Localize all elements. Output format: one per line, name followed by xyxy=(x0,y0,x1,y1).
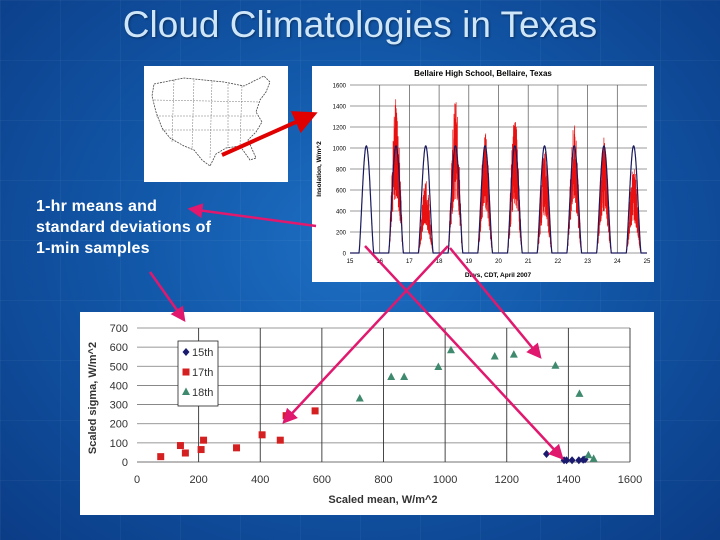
y-tick-label: 0 xyxy=(122,457,128,469)
point-15th xyxy=(575,456,583,465)
point-18th xyxy=(490,352,499,360)
x-tick-label: 200 xyxy=(189,474,207,486)
y-tick-label: 400 xyxy=(110,380,128,392)
point-17th xyxy=(176,442,184,450)
x-tick-label: 17 xyxy=(406,259,413,265)
y-tick-label: 0 xyxy=(343,252,347,258)
x-axis-label: Scaled mean, W/m^2 xyxy=(328,494,437,506)
measured-insolation-day-17 xyxy=(417,181,434,254)
legend-label: 18th xyxy=(192,387,213,399)
y-tick-label: 200 xyxy=(336,231,347,237)
x-tick-label: 1000 xyxy=(433,474,457,486)
y-tick-label: 200 xyxy=(110,419,128,431)
point-18th xyxy=(355,393,364,402)
state-lines xyxy=(153,79,261,159)
point-15th xyxy=(563,456,571,465)
point-18th xyxy=(589,454,598,462)
point-17th xyxy=(258,431,266,439)
point-17th xyxy=(282,412,290,420)
y-tick-label: 1200 xyxy=(333,126,347,132)
x-tick-label: 15 xyxy=(347,259,354,265)
measured-insolation-day-18 xyxy=(447,102,464,254)
x-tick-label: 400 xyxy=(251,474,269,486)
point-18th xyxy=(387,372,396,381)
x-tick-label: 1600 xyxy=(618,474,642,486)
slide-title: Cloud Climatologies in Texas xyxy=(122,4,598,45)
y-tick-label: 1000 xyxy=(333,147,347,153)
point-17th xyxy=(276,436,284,444)
point-17th xyxy=(200,436,208,444)
point-15th xyxy=(542,449,550,458)
y-tick-label: 100 xyxy=(110,438,128,450)
y-tick-label: 1400 xyxy=(333,105,347,111)
measured-insolation-day-23 xyxy=(596,137,612,254)
x-tick-label: 1200 xyxy=(495,474,519,486)
x-tick-label: 800 xyxy=(374,474,392,486)
y-tick-label: 300 xyxy=(110,400,128,412)
insolation-chart: Bellaire High School, Bellaire, Texas 0 20… xyxy=(312,66,654,282)
point-17th xyxy=(233,444,241,452)
point-18th xyxy=(575,389,584,397)
us-map-image xyxy=(144,66,288,182)
x-tick-label: 23 xyxy=(584,259,591,265)
caption-text: 1-hr means and standard deviations of 1-… xyxy=(36,196,256,259)
measured-insolation-day-22 xyxy=(566,125,582,254)
measured-insolation-day-20 xyxy=(507,121,523,254)
x-tick-label: 1400 xyxy=(556,474,580,486)
point-17th xyxy=(197,446,205,454)
caption-line: standard deviations of xyxy=(36,219,212,236)
us-outline xyxy=(151,75,271,167)
sigma-vs-mean-chart: 0 100 200 300 400 500 600 700 0 200 400 600 800 1000 1… xyxy=(80,312,654,515)
y-axis-label: Insolation, W/m^2 xyxy=(315,141,323,197)
x-tick-label: 0 xyxy=(134,474,140,486)
point-18th xyxy=(551,361,560,369)
y-tick-label: 1600 xyxy=(333,84,347,90)
x-tick-label: 22 xyxy=(555,259,562,265)
point-15th xyxy=(568,456,576,465)
caption-line: 1-min samples xyxy=(36,240,150,257)
measured-insolation-day-21 xyxy=(536,151,553,254)
x-axis-label: Days, CDT, April 2007 xyxy=(465,272,532,279)
x-tick-label: 18 xyxy=(436,259,443,265)
point-18th xyxy=(584,450,593,459)
point-17th xyxy=(157,453,165,461)
x-tick-label: 24 xyxy=(614,259,621,265)
legend-label: 17th xyxy=(192,367,213,379)
legend-marker-18th xyxy=(182,387,190,395)
point-17th xyxy=(181,449,189,457)
point-17th xyxy=(311,407,319,415)
point-18th xyxy=(509,350,518,358)
y-tick-label: 700 xyxy=(110,323,128,335)
y-axis-label: Scaled sigma, W/m^2 xyxy=(87,342,99,454)
y-tick-label: 600 xyxy=(110,342,128,354)
x-tick-label: 16 xyxy=(376,259,383,265)
legend-marker-17th xyxy=(182,368,190,376)
x-tick-label: 25 xyxy=(644,259,651,265)
point-15th xyxy=(581,455,589,464)
x-tick-label: 19 xyxy=(465,259,472,265)
x-tick-label: 20 xyxy=(495,259,502,265)
measured-insolation-day-16 xyxy=(388,99,404,254)
legend-label: 15th xyxy=(192,347,213,359)
point-18th xyxy=(400,372,409,381)
caption-line: 1-hr means and xyxy=(36,198,158,215)
y-tick-label: 500 xyxy=(110,361,128,373)
measured-insolation-day-19 xyxy=(477,133,493,254)
x-tick-label: 600 xyxy=(313,474,331,486)
chart-title: Bellaire High School, Bellaire, Texas xyxy=(414,69,552,78)
y-tick-label: 400 xyxy=(336,210,347,216)
y-tick-label: 600 xyxy=(336,189,347,195)
legend-marker-15th xyxy=(182,348,190,356)
y-tick-label: 800 xyxy=(336,168,347,174)
x-tick-label: 21 xyxy=(525,259,532,265)
